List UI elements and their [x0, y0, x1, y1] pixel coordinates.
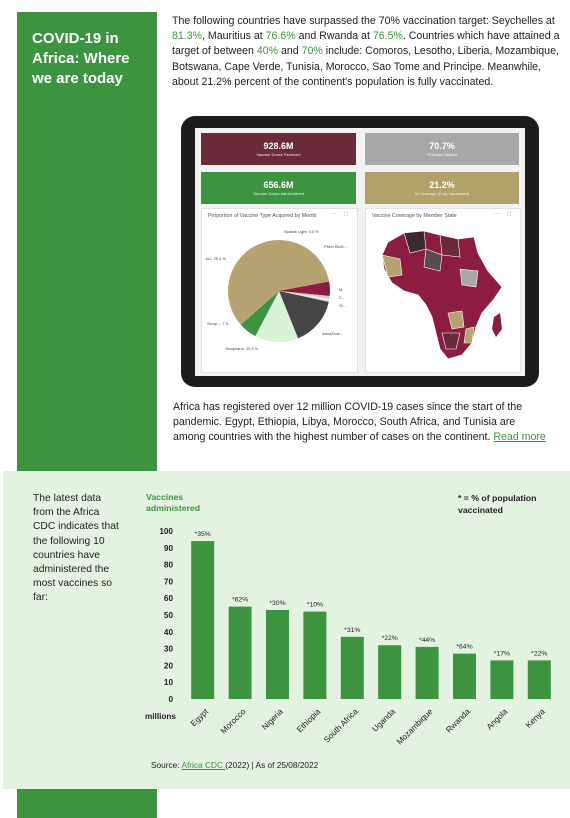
tile-caption: Vaccine Doses Administered	[253, 191, 304, 196]
chart-intro-text: The latest data from the Africa CDC indi…	[33, 493, 119, 604]
tile-value: 70.7%	[429, 141, 455, 151]
pie-label: Si...	[339, 303, 346, 308]
vaccine-type-pie	[228, 240, 330, 343]
pie-slice	[279, 291, 330, 302]
seychelles-rate: 81.3%	[172, 30, 203, 43]
africa-cdc-link[interactable]: Africa CDC	[181, 760, 226, 770]
dashboard-screen: 928.6M Vaccine Doses Received 70.7% % Do…	[195, 128, 525, 376]
target-high: 70%	[301, 45, 323, 58]
tile-doses-administered: 656.6M Vaccine Doses Administered	[201, 172, 356, 204]
map-region	[463, 326, 475, 344]
intro-text: The following countries have surpassed t…	[172, 15, 555, 27]
pie-slice	[279, 240, 330, 291]
pie-label: Sinopharm: 10.3 %	[225, 346, 259, 351]
pie-label: Sinop...: 7.9...	[207, 321, 232, 326]
tile-caption: % Doses Utilized	[426, 152, 458, 157]
rwanda-rate: 76.5%	[372, 30, 403, 43]
madagascar-shape	[492, 313, 502, 337]
intro-text: and	[278, 45, 302, 58]
chart-source: Source: Africa CDC (2022) | As of 25/08/…	[151, 760, 318, 770]
tile-value: 928.6M	[263, 141, 294, 151]
tile-doses-received: 928.6M Vaccine Doses Received	[201, 133, 356, 165]
pie-label: AstraZene...	[322, 331, 344, 336]
source-suffix: (2022) | As of 25/08/2022	[225, 760, 319, 770]
tile-doses-utilized: 70.7% % Doses Utilized	[365, 133, 519, 165]
target-low: 40%	[256, 45, 279, 58]
map-region	[381, 254, 403, 278]
intro-text: , Mauritius at	[202, 30, 266, 43]
pie-label: M...	[339, 287, 346, 292]
panel-tools-icon[interactable]: ⋯ ⛶	[494, 212, 514, 218]
map-region	[439, 234, 461, 258]
pie-slice	[279, 291, 329, 339]
map-panel-title: Vaccine Coverage by Member State	[372, 213, 457, 219]
pie-label: Pfizer BioN...	[324, 244, 347, 249]
map-region	[423, 248, 443, 272]
chart-footnote: * = % of population vaccinated	[458, 493, 537, 515]
cases-text: Africa has registered over 12 million CO…	[173, 401, 523, 444]
intro-text: and Rwanda at	[295, 30, 373, 43]
tile-value: 656.6M	[263, 180, 294, 190]
pie-slice	[255, 291, 298, 343]
tile-caption: Vaccine Doses Received	[256, 152, 301, 157]
pie-slice	[240, 291, 279, 337]
pie-slice	[279, 281, 330, 297]
page-title: COVID-19 in Africa: Where we are today	[32, 30, 130, 87]
mauritius-rate: 76.6%	[265, 30, 296, 43]
tile-value: 21.2%	[429, 180, 455, 190]
pie-label: J&J: 29.4 %	[205, 256, 226, 261]
map-region	[441, 332, 461, 350]
panel-tools-icon[interactable]: ⋯ ⛶	[331, 212, 351, 218]
map-region	[447, 310, 465, 330]
source-prefix: Source:	[151, 760, 182, 770]
cases-paragraph: Africa has registered over 12 million CO…	[173, 400, 548, 446]
pie-slice	[228, 240, 279, 325]
pie-panel: Proportion of Vaccine Type Acquired by M…	[201, 208, 358, 373]
tile-coverage: 21.2% % Coverage (Fully Vaccinated)	[365, 172, 519, 204]
tile-caption: % Coverage (Fully Vaccinated)	[414, 191, 470, 196]
intro-paragraph: The following countries have surpassed t…	[172, 14, 560, 90]
map-region	[459, 268, 479, 288]
intro-text: include: Comoros, Lesotho, Liberia, Moza…	[172, 45, 559, 88]
map-panel: Vaccine Coverage by Member State ⋯ ⛶	[365, 208, 521, 373]
africa-coverage-map	[381, 230, 503, 360]
intro-text: . Countries which have attained a target…	[172, 30, 560, 58]
read-more-link[interactable]: Read more	[493, 431, 546, 444]
pie-panel-title: Proportion of Vaccine Type Acquired by M…	[208, 213, 317, 219]
pie-label: C...	[339, 295, 346, 300]
pie-label: Sputnik Light: 0.0 %	[284, 229, 319, 234]
pie-slice	[279, 291, 330, 299]
chart-title: Vaccines administered	[146, 492, 201, 513]
